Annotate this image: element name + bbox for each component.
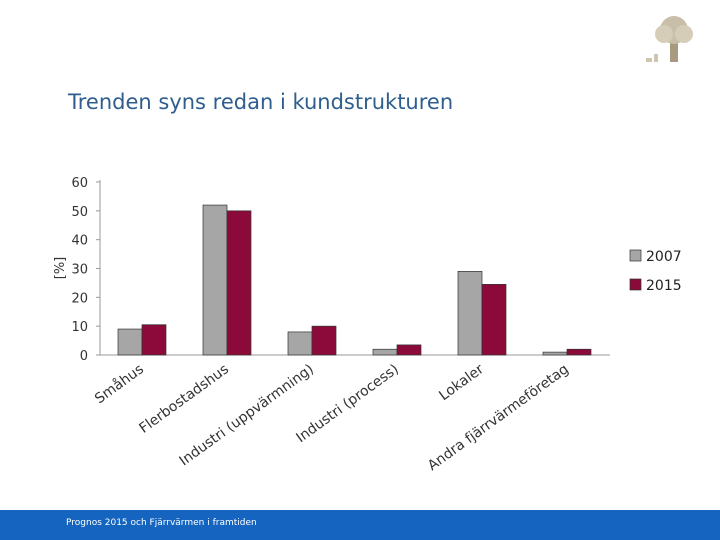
- y-tick-label: 40: [71, 234, 88, 249]
- legend-swatch-2007: [629, 249, 642, 262]
- bar-2007-1: [117, 328, 143, 356]
- footer-text: Prognos 2015 och Fjärrvärmen i framtiden: [66, 518, 257, 528]
- y-axis-label: [%]: [53, 257, 68, 280]
- bar-2015-3: [311, 325, 337, 356]
- category-label: Småhus: [91, 360, 146, 407]
- slide-title: Trenden syns redan i kundstrukturen: [68, 90, 454, 114]
- category-label: Lokaler: [436, 361, 487, 404]
- y-tick-label: 30: [71, 263, 88, 278]
- bar-2007-2: [202, 204, 228, 356]
- bar-2007-4: [372, 348, 398, 356]
- bar-2015-1: [141, 324, 167, 356]
- bar-2007-5: [457, 271, 483, 356]
- category-label: Andra fjärrvärmeföretag: [425, 361, 572, 474]
- bar-2007-3: [287, 331, 313, 356]
- y-tick-label: 0: [80, 349, 88, 364]
- bar-2015-5: [481, 284, 507, 356]
- bar-2015-2: [226, 210, 252, 356]
- legend-label-2007: 2007: [646, 249, 682, 265]
- bar-2015-6: [566, 348, 592, 356]
- footer-bar: [0, 510, 720, 540]
- legend-label-2015: 2015: [646, 278, 682, 294]
- tree-logo-icon: [646, 16, 693, 62]
- bar-2015-4: [396, 344, 422, 356]
- y-tick-label: 60: [71, 176, 88, 191]
- y-tick-label: 50: [71, 205, 88, 220]
- y-tick-label: 10: [71, 320, 88, 335]
- legend-swatch-2015: [629, 278, 642, 291]
- category-label: Industri (uppvärmning): [177, 361, 317, 469]
- bar-2007-6: [542, 351, 568, 356]
- y-tick-label: 20: [71, 291, 88, 306]
